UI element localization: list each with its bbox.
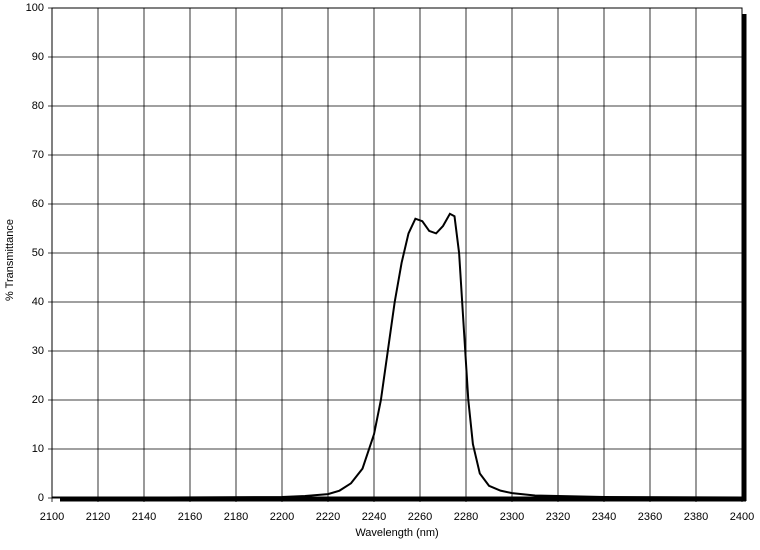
y-tick-label: 10: [32, 443, 44, 455]
y-axis-label: % Transmittance: [4, 219, 16, 301]
x-axis-label: Wavelength (nm): [355, 527, 438, 539]
x-tick-label: 2260: [408, 511, 432, 523]
x-tick-label: 2100: [40, 511, 64, 523]
x-tick-label: 2140: [132, 511, 156, 523]
y-tick-label: 60: [32, 198, 44, 210]
y-tick-label: 20: [32, 394, 44, 406]
x-tick-label: 2320: [546, 511, 570, 523]
y-tick-label: 80: [32, 100, 44, 112]
data-line: [52, 212, 743, 499]
x-tick-label: 2220: [316, 511, 340, 523]
x-tick-label: 2340: [592, 511, 616, 523]
y-tick-label: 30: [32, 345, 44, 357]
x-tick-label: 2200: [270, 511, 294, 523]
x-tick-label: 2400: [730, 511, 754, 523]
y-tick-label: 50: [32, 247, 44, 259]
x-tick-label: 2380: [684, 511, 708, 523]
x-tick-label: 2300: [500, 511, 524, 523]
x-tick-label: 2180: [224, 511, 248, 523]
y-tick-label: 70: [32, 149, 44, 161]
x-tick-label: 2160: [178, 511, 202, 523]
y-tick-label: 0: [38, 492, 44, 504]
y-tick-label: 100: [26, 2, 44, 14]
x-tick-label: 2120: [86, 511, 110, 523]
y-tick-label: 40: [32, 296, 44, 308]
x-tick-label: 2240: [362, 511, 386, 523]
x-tick-label: 2360: [638, 511, 662, 523]
x-tick-label: 2280: [454, 511, 478, 523]
y-tick-label: 90: [32, 51, 44, 63]
